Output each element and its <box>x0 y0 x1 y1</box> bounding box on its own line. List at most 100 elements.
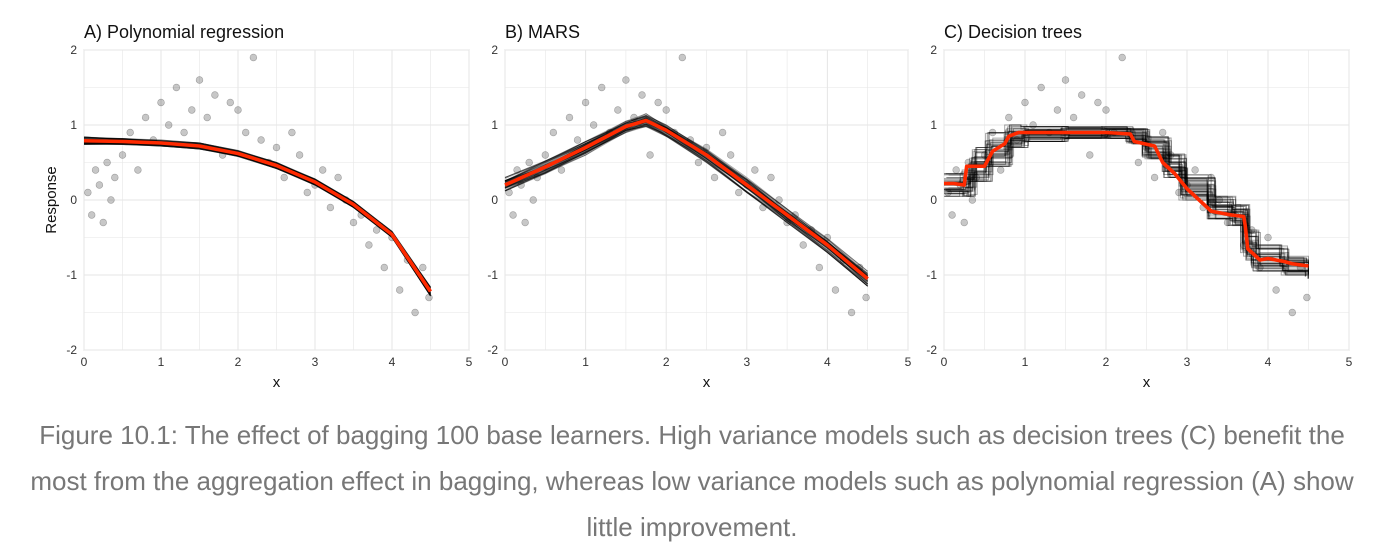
learner-line <box>944 136 1309 279</box>
y-tick-label: -1 <box>487 268 498 282</box>
bagged-average-line <box>504 118 869 281</box>
data-point <box>396 286 404 294</box>
x-tick-label: 3 <box>743 355 750 369</box>
data-point <box>549 128 558 137</box>
data-point <box>1061 76 1070 84</box>
data-point <box>630 113 638 122</box>
learner-line <box>944 130 1306 270</box>
learner-line <box>944 132 1307 277</box>
data-point <box>862 293 870 302</box>
data-point <box>694 158 703 167</box>
data-point <box>1037 83 1045 92</box>
data-point <box>996 166 1005 174</box>
learner-line <box>945 126 1308 261</box>
data-point <box>95 181 104 189</box>
figure: 0 1 2 3 4 5 -2 -1 0 1 2 A) Polynomial regression x Re… <box>43 22 1353 391</box>
y-tick-label: 2 <box>491 43 498 57</box>
data-point <box>242 128 250 137</box>
data-point <box>272 143 281 152</box>
data-point <box>126 128 134 137</box>
data-point <box>365 241 373 249</box>
data-point <box>622 76 630 84</box>
learner-line <box>946 126 1309 263</box>
data-point <box>521 218 529 227</box>
learner-line <box>948 129 1309 268</box>
data-point <box>1013 136 1021 144</box>
data-point <box>1134 158 1143 167</box>
x-tick-label: 0 <box>81 355 88 369</box>
data-point <box>654 98 662 107</box>
learner-line <box>83 142 431 297</box>
figure-chart: 0 1 2 3 4 5 -2 -1 0 1 2 A) Polynomial regression x Re… <box>43 22 1353 391</box>
data-point <box>134 166 142 174</box>
data-point <box>948 211 956 219</box>
data-point <box>718 128 727 137</box>
data-point <box>249 53 258 62</box>
data-point <box>1288 308 1297 317</box>
learner-line <box>504 124 869 287</box>
learner-line <box>504 116 869 274</box>
data-point <box>505 188 513 197</box>
learner-line <box>83 143 431 296</box>
x-axis-label: x <box>703 374 711 391</box>
panel-title: A) Polynomial regression <box>84 22 284 42</box>
data-point <box>847 308 856 317</box>
panel-3: 0 1 2 3 4 5 -2 -1 0 1 2 C) Decision trees x <box>926 22 1352 391</box>
learner-line <box>83 137 431 288</box>
y-tick-label: 0 <box>70 193 77 207</box>
learner-line <box>83 142 431 295</box>
x-tick-label: 4 <box>389 355 396 369</box>
data-point <box>533 173 541 182</box>
data-point <box>257 136 265 144</box>
data-point <box>710 173 719 182</box>
y-tick-label: -2 <box>926 343 937 357</box>
panel-1: 0 1 2 3 4 5 -2 -1 0 1 2 A) Polynomial regression x Re… <box>43 22 473 391</box>
data-point <box>799 241 807 249</box>
data-point <box>831 286 840 294</box>
learner-line <box>504 125 869 287</box>
data-point <box>581 98 590 107</box>
data-point <box>1256 263 1264 272</box>
learner-line <box>83 143 431 297</box>
data-point <box>172 83 181 92</box>
data-point <box>326 203 335 212</box>
y-tick-label: 1 <box>491 118 498 132</box>
data-point <box>823 233 832 242</box>
data-point <box>99 218 107 227</box>
data-point <box>1248 226 1256 234</box>
learner-line <box>944 131 1309 275</box>
learner-line <box>83 136 431 290</box>
data-point <box>1077 91 1086 99</box>
data-point <box>411 308 419 317</box>
learner-line <box>947 133 1307 277</box>
panel-title: C) Decision trees <box>944 22 1082 42</box>
data-point <box>1264 233 1272 242</box>
data-point <box>662 106 670 114</box>
x-tick-label: 1 <box>158 355 165 369</box>
data-point <box>1005 113 1013 122</box>
panel-title: B) MARS <box>505 22 580 42</box>
data-point <box>1069 113 1078 122</box>
data-point <box>319 166 327 174</box>
x-tick-label: 3 <box>1184 355 1191 369</box>
data-point <box>1029 121 1037 129</box>
y-tick-label: 0 <box>930 193 937 207</box>
x-tick-label: 4 <box>1265 355 1272 369</box>
data-point <box>1094 98 1102 107</box>
learner-line <box>944 126 1308 265</box>
data-point <box>646 151 654 159</box>
y-tick-label: -2 <box>66 343 77 357</box>
data-point <box>1207 173 1216 182</box>
data-point <box>288 128 296 137</box>
data-point <box>419 263 427 272</box>
learner-line <box>504 113 869 272</box>
data-point <box>529 196 537 204</box>
learner-line <box>504 125 869 285</box>
data-point <box>751 166 759 174</box>
y-tick-label: 2 <box>70 43 77 57</box>
learner-line <box>948 131 1309 268</box>
y-axis-label: Response <box>43 166 60 234</box>
data-point <box>944 188 952 197</box>
learner-line <box>504 114 869 272</box>
data-point <box>1272 286 1280 294</box>
